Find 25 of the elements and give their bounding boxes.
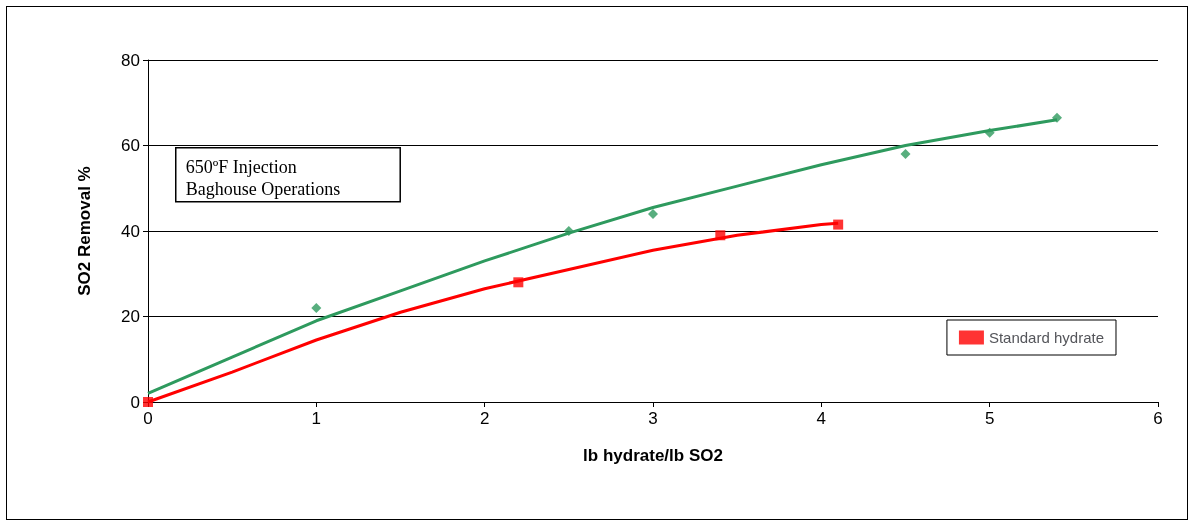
y-tick-label: 60 (121, 136, 140, 155)
x-tick-label: 5 (984, 409, 995, 428)
x-tick-label: 0 (143, 409, 153, 428)
point (715, 230, 726, 241)
point (311, 302, 322, 313)
point (513, 277, 524, 288)
y-tick-label: 0 (130, 392, 140, 412)
y-tick-label: 20 (121, 307, 140, 326)
x-tick-label: 3 (648, 409, 658, 428)
point (648, 208, 658, 219)
x-tick-label: 2 (479, 409, 490, 428)
x-tick-label: 1 (311, 409, 322, 428)
y-tick-label: 40 (121, 221, 140, 241)
point (563, 226, 574, 236)
x-tick-label: 6 (1153, 409, 1163, 428)
legend-label: Standard hydrate (988, 329, 1104, 346)
annotation: 650ºF Injection Baghouse Operations (185, 156, 341, 199)
point (833, 219, 844, 230)
x-axis-title: lb hydrate/lb SO2 (583, 446, 723, 465)
point (1052, 112, 1062, 123)
x-tick-label: 4 (816, 409, 827, 428)
y-tick-label: 80 (121, 50, 140, 70)
point (900, 149, 911, 160)
point (984, 127, 995, 138)
y-axis-title: SO2 Removal % (75, 166, 94, 296)
